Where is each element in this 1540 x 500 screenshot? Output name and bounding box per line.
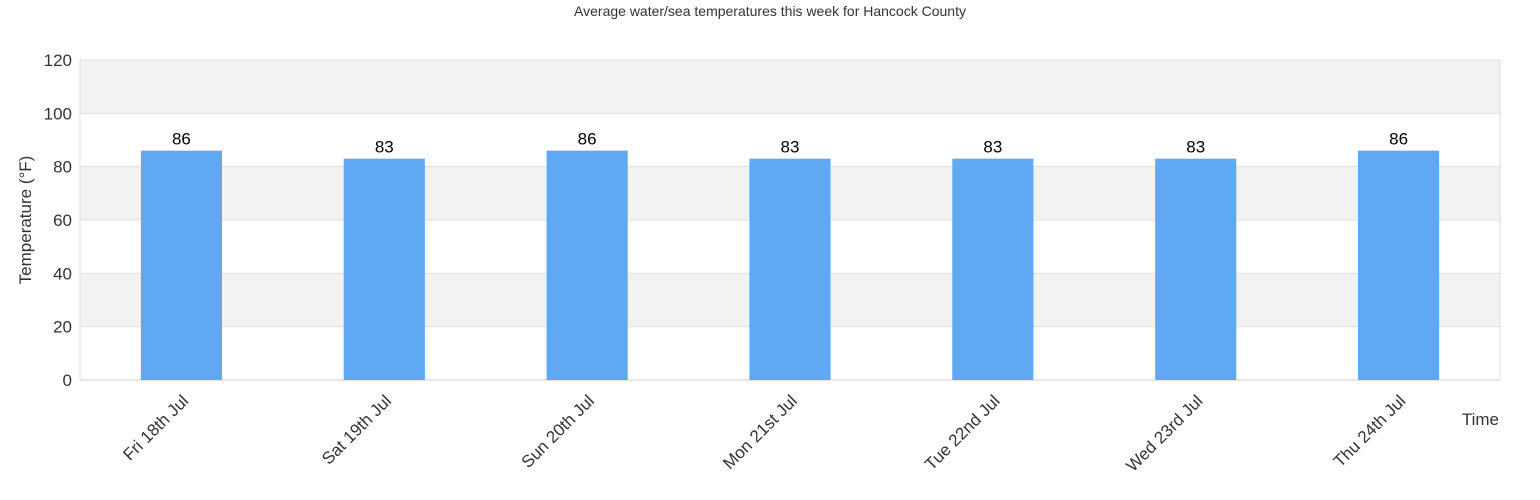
y-tick-label: 80 <box>53 158 72 177</box>
x-tick-label: Wed 23rd Jul <box>1122 391 1206 475</box>
y-tick-label: 120 <box>44 51 72 70</box>
value-label: 86 <box>1389 130 1408 149</box>
x-tick-label: Fri 18th Jul <box>119 391 192 464</box>
bar <box>1358 150 1440 380</box>
bar <box>546 150 628 380</box>
y-tick-label: 60 <box>53 211 72 230</box>
y-tick-label: 100 <box>44 104 72 123</box>
y-axis-title: Temperature (°F) <box>16 156 35 285</box>
y-tick-label: 20 <box>53 318 72 337</box>
y-tick-label: 40 <box>53 264 72 283</box>
bar <box>1155 158 1237 380</box>
y-tick-label: 0 <box>63 371 72 390</box>
bar <box>343 158 425 380</box>
bar <box>140 150 222 380</box>
chart-title: Average water/sea temperatures this week… <box>574 3 966 19</box>
bar <box>749 158 831 380</box>
bar <box>952 158 1034 380</box>
value-label: 83 <box>1186 138 1205 157</box>
value-label: 86 <box>172 130 191 149</box>
x-tick-label: Sat 19th Jul <box>318 391 395 468</box>
value-label: 83 <box>375 138 394 157</box>
x-tick-label: Tue 22nd Jul <box>921 391 1003 473</box>
grid-band <box>80 60 1500 114</box>
value-label: 83 <box>781 138 800 157</box>
x-tick-label: Mon 21st Jul <box>719 391 801 473</box>
x-tick-label: Thu 24th Jul <box>1330 391 1410 471</box>
x-axis-title: Time <box>1462 410 1499 429</box>
value-label: 83 <box>983 138 1002 157</box>
x-tick-label: Sun 20th Jul <box>518 391 598 471</box>
value-label: 86 <box>578 130 597 149</box>
